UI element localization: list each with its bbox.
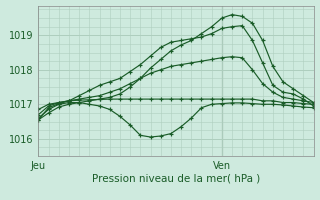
- X-axis label: Pression niveau de la mer( hPa ): Pression niveau de la mer( hPa ): [92, 174, 260, 184]
